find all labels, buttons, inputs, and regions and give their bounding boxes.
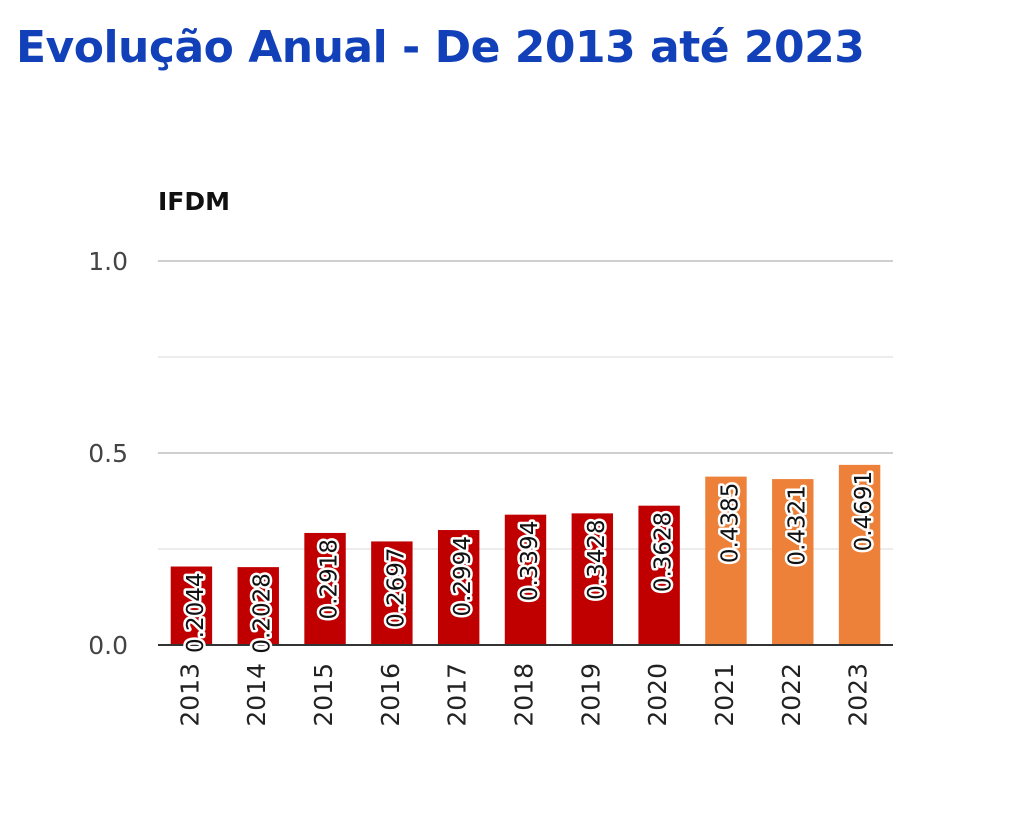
y-tick-label: 0.5 — [88, 439, 128, 468]
data-label: 0.3394 — [517, 521, 543, 601]
y-tick-labels: 0.0 0.5 1.0 — [88, 247, 128, 660]
x-tick-label: 2018 — [510, 663, 539, 727]
data-label: 0.3628 — [651, 512, 677, 592]
bars — [170, 464, 881, 645]
data-labels: 0.2044 0.2028 0.2918 0.2697 0.2994 0.3394 0.34… — [180, 468, 879, 656]
x-tick-label: 2013 — [175, 663, 204, 727]
page-title: Evolução Anual - De 2013 até 2023 — [16, 22, 865, 73]
bar-2016 — [371, 541, 413, 645]
bar-2018 — [504, 514, 547, 645]
data-label: 0.2697 — [383, 547, 409, 627]
x-tick-labels: 2013 2014 2015 2016 2017 2018 2019 2020 2021 2022… — [175, 663, 872, 727]
data-label: 0.4691 — [851, 471, 877, 551]
data-label: 0.4321 — [784, 485, 810, 565]
bar-2017 — [437, 530, 480, 645]
bar-2014 — [237, 567, 279, 645]
bar-2023 — [838, 464, 881, 645]
x-tick-label: 2023 — [844, 663, 873, 727]
data-label: 0.4385 — [717, 483, 743, 563]
bar-2015 — [304, 532, 346, 645]
x-tick-label: 2015 — [309, 663, 338, 727]
x-tick-label: 2022 — [777, 663, 806, 727]
data-label: 0.2044 — [183, 573, 209, 653]
bar-2021 — [705, 476, 747, 645]
bar-2022 — [772, 479, 814, 645]
x-tick-label: 2021 — [710, 663, 739, 727]
x-tick-label: 2014 — [242, 663, 271, 727]
y-axis-label: IFDM — [158, 187, 230, 216]
data-label: 0.3428 — [584, 519, 610, 599]
x-tick-label: 2019 — [576, 663, 605, 727]
x-tick-label: 2016 — [376, 663, 405, 727]
data-label: 0.2994 — [450, 536, 476, 616]
gridlines — [158, 260, 893, 550]
bar-2013 — [170, 566, 213, 645]
y-tick-label: 1.0 — [88, 247, 128, 276]
x-tick-label: 2020 — [643, 663, 672, 727]
y-tick-label: 0.0 — [88, 631, 128, 660]
bar-2020 — [638, 505, 680, 645]
data-label: 0.2918 — [317, 539, 343, 619]
bar-2019 — [571, 513, 614, 645]
data-label: 0.2028 — [250, 573, 276, 653]
x-tick-label: 2017 — [443, 663, 472, 727]
